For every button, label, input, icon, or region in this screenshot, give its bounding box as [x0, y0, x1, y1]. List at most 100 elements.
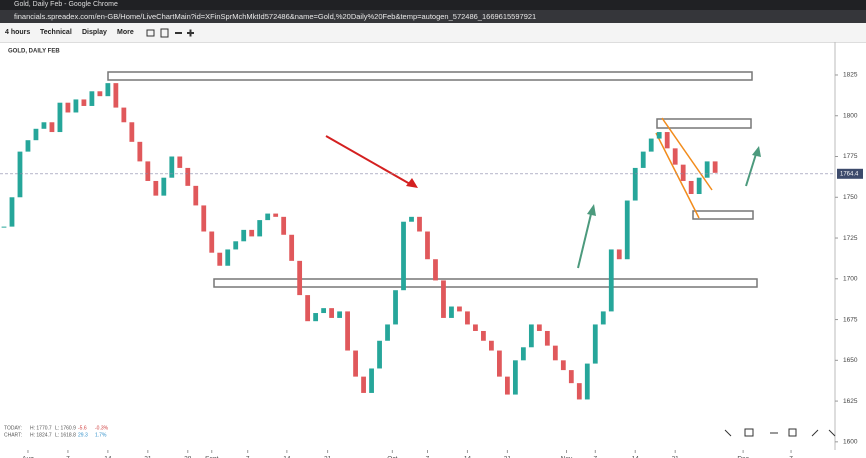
candle: [121, 107, 127, 123]
candle: [241, 229, 247, 242]
x-tick-label: 28: [184, 456, 192, 458]
x-tick-label: 14: [464, 456, 472, 458]
candle: [73, 99, 79, 113]
candle: [512, 360, 518, 395]
candle: [289, 234, 295, 261]
tool[interactable]: [724, 429, 732, 437]
candle: [353, 350, 358, 377]
candle: [57, 102, 63, 133]
candle: [97, 91, 103, 97]
candle: [209, 231, 215, 253]
y-tick-label: 1825: [843, 72, 858, 79]
url-bar[interactable]: financials.spreadex.com/en-GB/Home/LiveC…: [0, 10, 866, 23]
x-tick-label: 7: [66, 456, 70, 458]
candle: [616, 249, 622, 260]
x-tick-label: 21: [672, 456, 680, 458]
candle: [321, 308, 327, 314]
candle: [177, 156, 183, 168]
candle: [504, 376, 510, 395]
tool[interactable]: [788, 428, 797, 437]
y-tick-label: 1800: [843, 112, 858, 119]
x-tick-label: 7: [789, 456, 793, 458]
candle: [129, 122, 135, 142]
x-tick-label: 14: [104, 456, 112, 458]
y-tick-label: 1700: [843, 276, 858, 283]
candle: [433, 259, 438, 281]
candle: [193, 185, 199, 206]
y-tick-label: 1725: [843, 235, 858, 242]
candle: [377, 340, 382, 369]
chart-toolbar: 4 hours Technical Display More: [0, 23, 866, 43]
candle: [329, 308, 334, 318]
candle: [105, 83, 111, 97]
candle: [600, 311, 606, 325]
stat-text: L: 1760.9: [55, 425, 76, 431]
trend-line: [655, 132, 700, 219]
y-tick-label: 1750: [843, 194, 858, 201]
arrow: [745, 153, 757, 187]
toolbar-button[interactable]: 4 hours: [5, 29, 31, 36]
x-tick-label: 21: [144, 456, 152, 458]
candle: [592, 324, 598, 364]
zone-box: [107, 71, 753, 81]
url: financials.spreadex.com/en-GB/Home/LiveC…: [14, 12, 537, 21]
toolbar-button[interactable]: Display: [82, 29, 107, 36]
candle: [41, 122, 47, 129]
candle: [552, 345, 558, 361]
icon[interactable]: [146, 29, 155, 37]
candle: [257, 220, 263, 237]
toolbar-icons[interactable]: [145, 27, 195, 39]
candle: [361, 376, 366, 393]
candle: [225, 249, 231, 266]
drawing-tools[interactable]: [724, 428, 836, 437]
candle: [385, 324, 390, 341]
candle: [640, 151, 646, 168]
stat-text: H: 1824.7: [30, 432, 52, 438]
candle: [9, 197, 15, 227]
candle: [265, 213, 271, 221]
arrow: [325, 135, 411, 185]
tool[interactable]: [811, 429, 819, 437]
trend-line: [661, 117, 713, 191]
candle: [441, 280, 446, 318]
candle: [425, 231, 430, 260]
stats: TODAY: H: 1770.7 L: 1760.9 -5.6 -0.3% CHART: H…: [4, 425, 109, 438]
zone-box: [656, 118, 752, 129]
candle: [25, 140, 31, 152]
candle: [664, 132, 670, 149]
x-tick-label: 14: [283, 456, 291, 458]
candle: [17, 151, 23, 198]
candle: [249, 229, 255, 237]
candle: [185, 167, 191, 186]
candle: [576, 383, 582, 400]
candle: [297, 260, 303, 296]
candle: [680, 164, 686, 181]
x-tick-label: Aug: [22, 456, 34, 458]
drawings: [107, 71, 761, 288]
icon[interactable]: [160, 28, 169, 38]
stat-text: 1.7%: [95, 432, 107, 438]
y-tick-label: 1600: [843, 439, 858, 446]
candle: [201, 205, 207, 232]
y-tick-label: 1650: [843, 357, 858, 364]
candle: [33, 128, 39, 141]
candle: [161, 177, 167, 196]
candle: [169, 156, 175, 178]
tool[interactable]: [828, 429, 836, 437]
tool[interactable]: [744, 428, 754, 437]
candle: [417, 216, 422, 232]
candle: [137, 141, 143, 162]
x-tick-label: 21: [504, 456, 512, 458]
x-tick-label: Dec: [737, 456, 749, 458]
window-title: Gold, Daily Feb - Google Chrome: [14, 1, 118, 8]
candle: [528, 324, 534, 348]
candle: [473, 324, 478, 331]
x-tick-label: 7: [426, 456, 430, 458]
arrow: [577, 213, 592, 269]
toolbar-button[interactable]: More: [117, 29, 134, 36]
candle: [696, 177, 702, 195]
x-tick-label: Oct: [387, 456, 397, 458]
toolbar-button[interactable]: Technical: [40, 29, 72, 36]
stat-text: H: 1770.7: [30, 425, 52, 431]
candle: [712, 161, 718, 173]
